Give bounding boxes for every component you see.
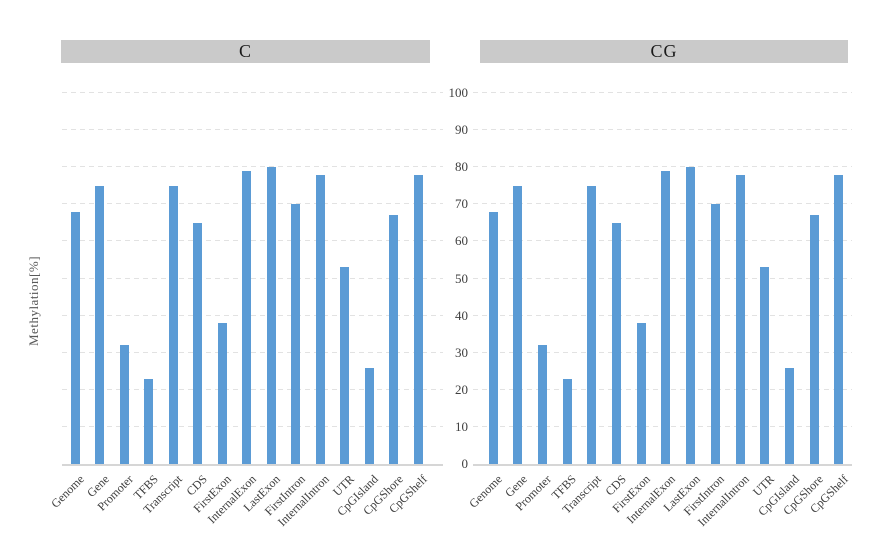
bar-cg-tfbs: [562, 378, 572, 464]
chart-cg-title: CG: [650, 41, 678, 61]
bar-c-tfbs: [144, 378, 153, 464]
bar-c-cds: [193, 222, 202, 464]
panel-header-cg: CG: [480, 40, 848, 63]
gridline-90: [473, 129, 852, 131]
gridline-30: [62, 351, 443, 353]
bar-c-genome: [70, 211, 80, 464]
y-tick-label-90: 90: [455, 122, 468, 138]
gridline-60: [62, 240, 443, 242]
y-tick-label-20: 20: [455, 381, 468, 397]
bar-cg-cpgshore: [809, 215, 819, 464]
gridline-10: [62, 425, 443, 427]
bar-cg-cpgisland: [785, 367, 795, 464]
y-tick-label-50: 50: [455, 270, 468, 286]
bar-cg-utr: [760, 267, 770, 464]
chart-c-plot-area: [62, 92, 443, 466]
gridline-20: [62, 388, 443, 390]
y-tick-label-0: 0: [461, 456, 469, 471]
gridline-100: [62, 92, 443, 93]
y-tick-label-80: 80: [455, 159, 468, 175]
bar-c-lastexon: [266, 167, 276, 464]
bar-c-utr: [340, 267, 349, 464]
chart-cg-x-axis-labels: Genome Gene Promoter TFBS Transcript CDS First…: [466, 469, 852, 542]
bar-c-cpgshelf: [413, 174, 423, 464]
y-tick-label-30: 30: [455, 344, 468, 360]
chart-c-title: C: [238, 41, 252, 61]
bar-cg-lastexon: [686, 167, 696, 464]
bar-cg-genome: [488, 211, 498, 464]
gridline-40: [62, 314, 443, 316]
y-tick-label-40: 40: [455, 307, 468, 323]
bar-cg-firstexon: [636, 323, 646, 464]
gridline-90: [62, 129, 443, 131]
gridline-80: [62, 166, 443, 168]
bar-cg-firstintron: [710, 204, 720, 464]
chart-c-x-axis-labels: Genome Gene Promoter TFBS Transcript CDS First…: [48, 469, 443, 542]
gridline-100: [473, 92, 852, 93]
bar-cg-internalexon: [661, 170, 671, 464]
bar-c-firstintron: [291, 204, 300, 464]
bar-c-cpgshore: [389, 215, 398, 464]
bar-c-firstexon: [217, 323, 227, 464]
y-tick-label-10: 10: [455, 418, 468, 434]
panel-header-c: C: [61, 40, 430, 63]
bar-cg-gene: [513, 185, 523, 464]
chart-cg-plot-area: [473, 92, 852, 466]
bar-c-internalexon: [242, 170, 251, 464]
bar-cg-promoter: [537, 345, 547, 464]
bar-c-promoter: [119, 345, 129, 464]
bar-cg-transcript: [587, 185, 597, 464]
bar-cg-cds: [612, 222, 622, 464]
y-tick-label-60: 60: [455, 233, 468, 249]
bar-c-gene: [95, 185, 104, 464]
bar-cg-internalintron: [735, 174, 745, 464]
y-tick-label-100: 100: [448, 85, 469, 100]
bar-c-transcript: [168, 185, 178, 464]
y-axis-tick-labels: 100 90 80 70 60 50 40 30 20 10 0: [435, 85, 469, 471]
y-axis-title: Methylation[%]: [26, 255, 41, 346]
gridline-80: [473, 166, 852, 168]
gridline-50: [62, 277, 443, 279]
bar-c-internalintron: [315, 174, 325, 464]
y-tick-label-70: 70: [455, 196, 468, 212]
bar-c-cpgisland: [364, 367, 374, 464]
bar-cg-cpgshelf: [834, 174, 844, 464]
gridline-70: [62, 203, 443, 205]
